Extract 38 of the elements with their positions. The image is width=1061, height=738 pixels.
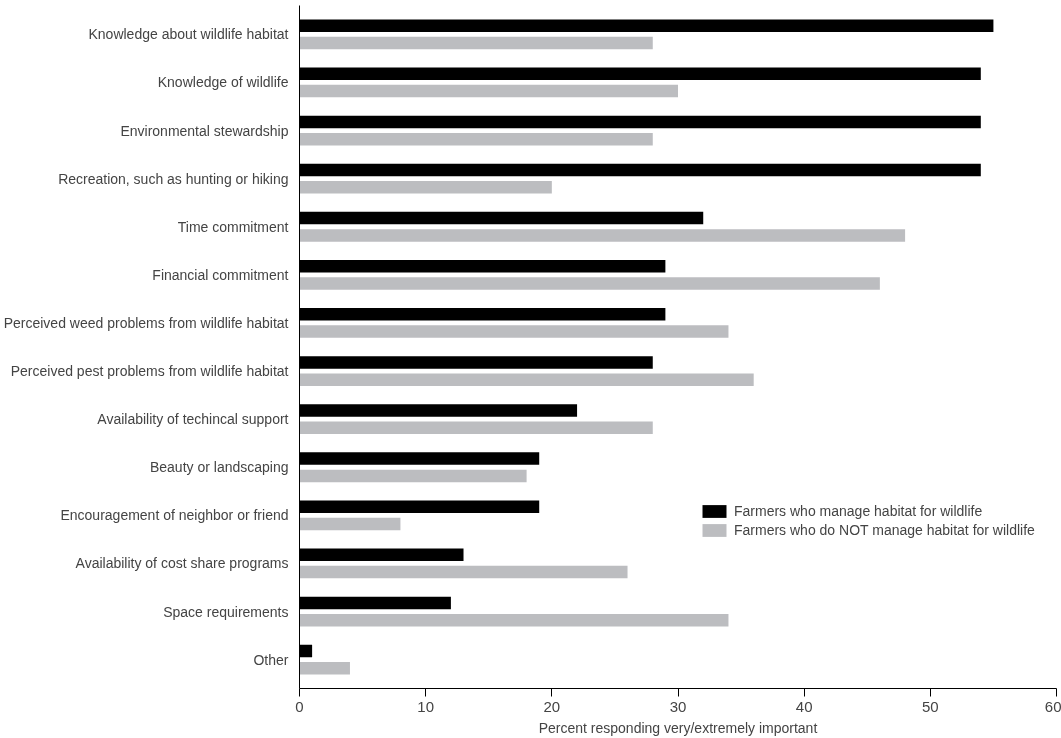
legend-label: Farmers who manage habitat for wildlife (734, 503, 983, 519)
bar (299, 84, 678, 98)
y-tick-label: Beauty or landscaping (149, 459, 289, 476)
x-tick-label: 30 (669, 697, 687, 715)
x-tick-label: 50 (921, 697, 939, 715)
bar (299, 325, 729, 338)
x-tick-label: 40 (795, 697, 813, 715)
bar (299, 229, 906, 242)
bar (299, 613, 729, 627)
y-tick-label: Time commitment (177, 218, 289, 235)
y-tick-label: Knowledge of wildlife (157, 74, 289, 91)
y-tick-label: Perceived pest problems from wildlife habitat (10, 363, 289, 380)
bar (299, 181, 552, 194)
y-tick-label: Financial commitment (152, 266, 289, 283)
x-tick-label: 10 (417, 697, 435, 715)
bar (299, 421, 653, 435)
bar (299, 36, 653, 50)
bar (299, 565, 628, 579)
bar (299, 469, 527, 483)
y-tick-label: Other (253, 651, 289, 668)
x-axis-title: Percent responding very/extremely important (538, 719, 818, 736)
y-tick-label: Availability of techincal support (97, 411, 289, 428)
y-tick-label: Environmental stewardship (120, 122, 289, 139)
bar (299, 132, 653, 146)
bar (299, 277, 880, 290)
x-tick-label: 0 (295, 697, 304, 715)
bar (299, 662, 350, 675)
y-tick-label: Knowledge about wildlife habitat (88, 26, 289, 43)
x-tick-label: 60 (1044, 697, 1061, 715)
x-tick-label: 20 (543, 697, 561, 715)
legend-label: Farmers who do NOT manage habitat for wildlife (734, 522, 1035, 538)
bar (299, 517, 401, 531)
y-tick-label: Perceived weed problems from wildlife habitat (3, 314, 289, 331)
y-tick-label: Space requirements (163, 603, 289, 620)
bar (299, 373, 754, 386)
y-tick-label: Encouragement of neighbor or friend (60, 507, 289, 524)
y-tick-label: Recreation, such as hunting or hiking (58, 170, 289, 187)
y-tick-label: Availability of cost share programs (75, 555, 289, 572)
